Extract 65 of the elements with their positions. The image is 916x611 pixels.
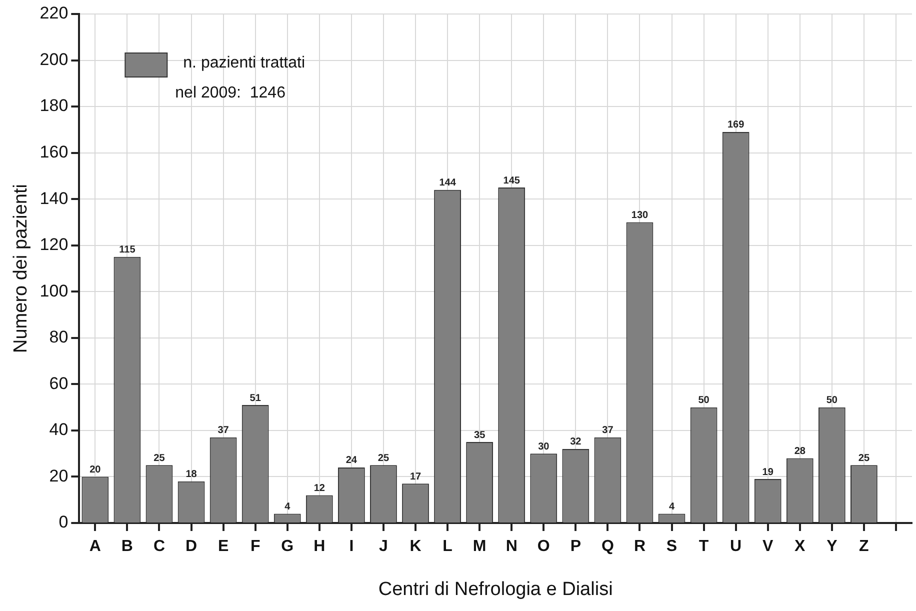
x-axis-title: Centri di Nefrologia e Dialisi: [378, 578, 613, 600]
data-label: 50: [698, 395, 710, 406]
data-label: 130: [631, 210, 649, 221]
x-tick-label: P: [570, 538, 582, 556]
y-tick-label: 0: [58, 512, 68, 532]
x-tick-label: J: [379, 538, 388, 556]
x-tick-label: Y: [826, 538, 838, 556]
data-label: 4: [284, 501, 291, 512]
x-tick-label: C: [153, 538, 166, 556]
x-tick-label: H: [314, 538, 326, 556]
x-tick-label: A: [89, 538, 102, 556]
y-tick-label: 100: [40, 281, 68, 300]
x-tick-label: Z: [859, 538, 870, 556]
data-label: 50: [826, 395, 838, 406]
legend-label: n. pazienti trattati nel 2009: 1246: [175, 54, 306, 102]
x-tick-label: V: [762, 538, 774, 556]
data-label: 25: [154, 452, 166, 464]
data-label: 25: [378, 452, 390, 464]
x-tick-label: B: [121, 538, 133, 556]
data-label: 4: [668, 501, 675, 512]
data-label: 12: [314, 482, 326, 494]
data-label: 169: [727, 120, 745, 131]
y-tick-label: 200: [40, 50, 68, 69]
data-label: 18: [186, 469, 198, 480]
y-tick-label: 40: [49, 420, 68, 440]
x-tick-label: K: [410, 538, 422, 556]
data-label: 17: [410, 471, 422, 482]
y-axis-title: Numero dei pazienti: [10, 184, 32, 353]
x-tick-label: T: [698, 538, 709, 556]
x-tick-label: R: [634, 538, 646, 556]
data-label: 35: [474, 430, 486, 441]
x-tick-label: N: [506, 538, 518, 556]
data-label: 32: [570, 436, 582, 448]
x-tick-label: F: [250, 538, 260, 556]
y-tick-label: 220: [40, 4, 68, 23]
x-tick-label: U: [730, 538, 742, 556]
y-tick-label: 140: [40, 188, 68, 208]
y-tick-label: 180: [40, 96, 68, 116]
data-label: 37: [602, 425, 614, 436]
y-tick-label: 60: [49, 374, 68, 393]
data-label: 30: [538, 441, 550, 452]
x-tick-label: O: [537, 538, 550, 556]
y-tick-label: 160: [40, 142, 68, 162]
y-tick-label: 120: [40, 235, 68, 254]
x-tick-label: M: [472, 538, 486, 556]
data-label: 20: [90, 464, 102, 476]
x-tick-label: E: [218, 538, 229, 556]
data-label: 24: [346, 455, 358, 466]
x-tick-label: D: [185, 538, 198, 556]
x-tick-label: S: [666, 538, 678, 556]
data-label: 144: [439, 178, 456, 189]
data-label: 28: [794, 446, 806, 457]
x-tick-label: X: [794, 538, 806, 556]
data-label: 25: [858, 452, 870, 464]
x-tick-label: I: [349, 538, 354, 556]
data-label: 51: [250, 392, 262, 404]
data-label: 145: [503, 175, 520, 186]
data-label: 19: [762, 466, 774, 478]
data-label: 115: [119, 244, 136, 256]
x-tick-label: G: [281, 538, 294, 556]
data-label: 37: [218, 425, 230, 436]
y-tick-label: 80: [49, 328, 68, 347]
x-tick-label: L: [442, 538, 453, 556]
y-tick-label: 20: [49, 466, 68, 486]
x-tick-label: Q: [601, 538, 614, 556]
